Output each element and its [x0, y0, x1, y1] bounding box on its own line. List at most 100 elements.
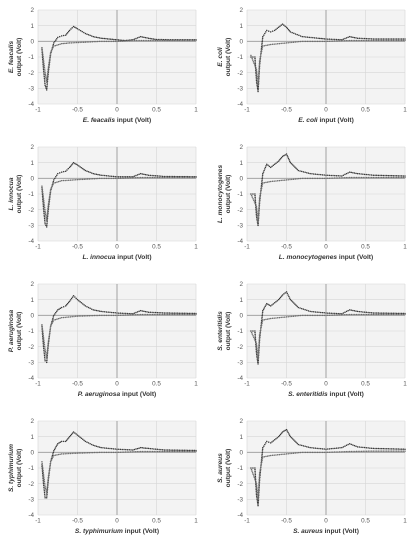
data-point [178, 39, 181, 42]
data-point [158, 175, 160, 177]
data-point [272, 440, 275, 442]
data-point [153, 311, 155, 314]
data-point [253, 476, 256, 479]
data-point [350, 176, 353, 179]
data-point [335, 314, 337, 316]
y-tick-label: -4 [28, 101, 34, 108]
data-point [70, 28, 72, 30]
data-point [348, 442, 351, 445]
data-point [362, 37, 364, 40]
data-point [146, 450, 149, 453]
y-tick-label: -2 [28, 207, 34, 214]
data-point [103, 314, 106, 317]
data-point [48, 195, 51, 198]
data-point [86, 33, 88, 35]
data-point [352, 176, 354, 179]
data-point [364, 313, 366, 316]
data-point [95, 173, 98, 176]
data-point [260, 54, 262, 56]
data-point [358, 37, 361, 40]
y-tick-label: 0 [239, 39, 243, 46]
data-point [148, 176, 150, 179]
data-point [72, 431, 75, 433]
data-point [320, 40, 322, 43]
data-point [273, 43, 275, 45]
data-point [265, 181, 267, 184]
data-point [75, 41, 78, 44]
data-point [119, 451, 122, 453]
data-point [170, 449, 172, 451]
data-point [273, 317, 275, 319]
data-point [78, 178, 80, 181]
data-point [60, 171, 63, 173]
data-point [377, 174, 380, 177]
data-point [265, 455, 267, 458]
data-point [339, 312, 341, 315]
data-point [46, 214, 48, 217]
data-point [400, 448, 403, 450]
data-point [41, 464, 44, 467]
data-point [316, 447, 318, 450]
data-point [255, 484, 258, 487]
data-point [328, 38, 331, 40]
data-point [340, 177, 342, 179]
chart-panel: 2 1 0 -1 -2 -3 -4 -1 -0.5 0 0.5 1 S. aureus input (V… [209, 413, 418, 550]
data-point [385, 312, 388, 314]
data-point [257, 488, 260, 491]
data-point [344, 445, 346, 447]
y-tick-label: -3 [237, 360, 243, 367]
data-point [299, 314, 302, 317]
data-point [102, 174, 104, 177]
data-point [100, 174, 102, 176]
data-point [183, 449, 186, 452]
data-point [360, 311, 362, 313]
data-point [43, 72, 45, 74]
data-point [45, 497, 48, 499]
data-point [258, 486, 260, 489]
data-point [281, 155, 284, 158]
data-point [374, 38, 376, 40]
data-point [323, 177, 326, 180]
data-point [57, 453, 60, 456]
data-point [160, 175, 162, 177]
data-point [379, 450, 381, 452]
data-point [394, 38, 396, 40]
data-point [41, 187, 43, 189]
data-point [133, 451, 135, 453]
data-point [306, 314, 309, 317]
x-tick-label: 0.5 [152, 518, 161, 525]
data-point [102, 314, 104, 317]
data-point [379, 313, 381, 316]
data-point [312, 447, 315, 449]
data-point [389, 313, 391, 316]
data-point [276, 454, 279, 456]
data-point [258, 72, 260, 75]
data-point [292, 178, 295, 180]
data-point [305, 36, 307, 38]
data-point [180, 312, 182, 314]
data-point [55, 445, 57, 448]
data-point [160, 176, 162, 179]
y-tick-label: -2 [237, 207, 243, 214]
data-point [90, 308, 93, 310]
data-point [126, 40, 129, 42]
data-point [326, 40, 329, 43]
data-point [382, 450, 385, 452]
data-point [348, 450, 351, 453]
data-point [304, 308, 306, 311]
data-point [162, 38, 165, 41]
data-point [364, 450, 366, 452]
data-point [293, 302, 295, 304]
x-tick-label: -1 [35, 107, 41, 114]
data-point [89, 307, 91, 310]
x-tick-label: -1 [35, 244, 41, 251]
data-point [41, 46, 43, 49]
data-point [113, 38, 115, 41]
data-point [258, 66, 260, 68]
data-point [103, 447, 106, 449]
data-point [295, 167, 297, 170]
data-point [114, 314, 116, 317]
data-point [119, 40, 122, 42]
data-series [250, 291, 406, 365]
data-point [379, 174, 381, 177]
